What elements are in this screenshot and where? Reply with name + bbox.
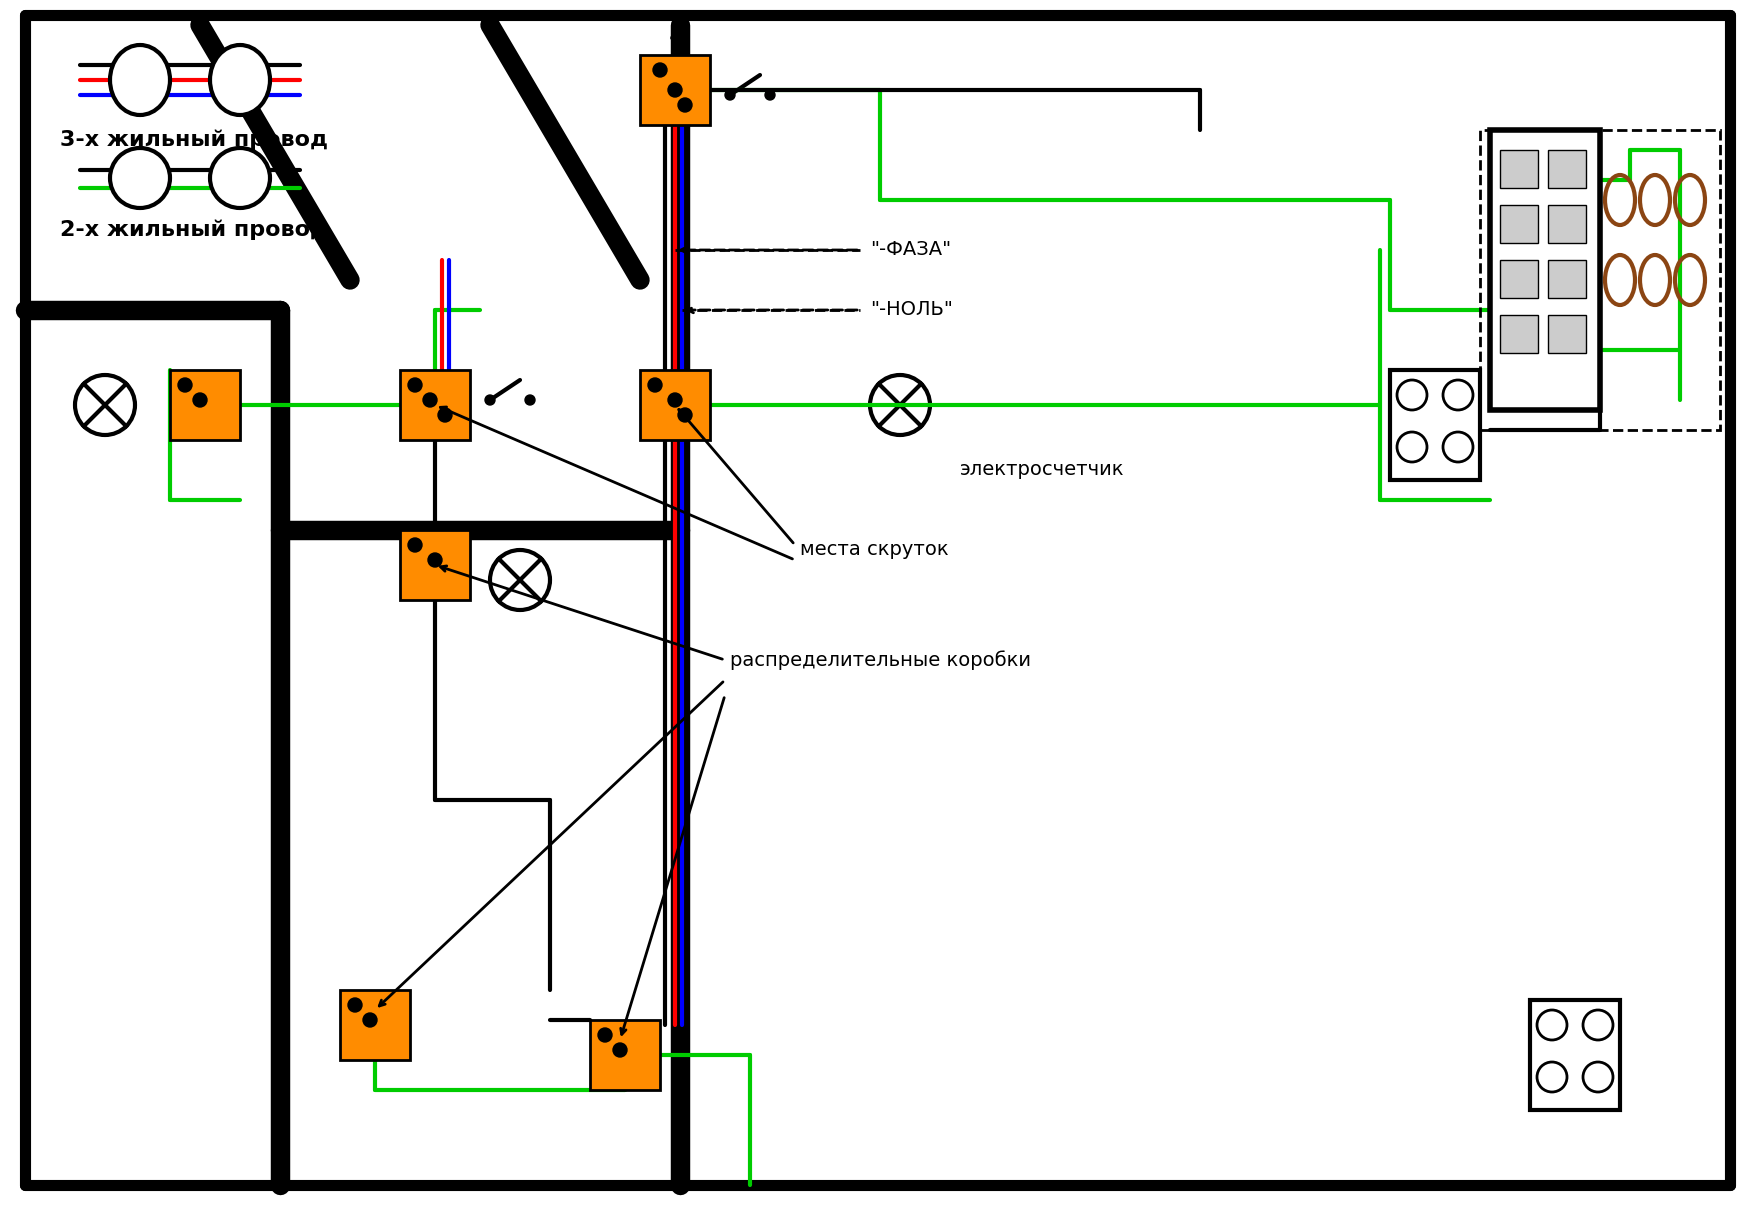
Ellipse shape <box>211 148 270 208</box>
Text: "-НОЛЬ": "-НОЛЬ" <box>869 300 953 319</box>
Circle shape <box>677 98 691 112</box>
Bar <box>1548 149 1585 188</box>
Bar <box>1529 1000 1620 1110</box>
Bar <box>639 370 709 440</box>
Bar <box>400 370 470 440</box>
Ellipse shape <box>1397 433 1427 462</box>
Ellipse shape <box>1581 1010 1613 1040</box>
Bar <box>1499 149 1537 188</box>
Ellipse shape <box>1397 380 1427 410</box>
Circle shape <box>484 395 495 405</box>
Bar <box>1499 260 1537 298</box>
Ellipse shape <box>869 375 930 435</box>
Circle shape <box>598 1028 612 1042</box>
Circle shape <box>667 393 681 407</box>
Text: места скруток: места скруток <box>800 541 948 559</box>
Circle shape <box>193 393 207 407</box>
Bar <box>1499 205 1537 243</box>
Ellipse shape <box>111 45 170 114</box>
Bar <box>1548 205 1585 243</box>
Bar <box>1490 130 1599 410</box>
Ellipse shape <box>1536 1062 1565 1092</box>
Bar <box>340 991 409 1060</box>
Circle shape <box>612 1044 627 1057</box>
Bar <box>1479 130 1718 430</box>
Bar <box>1499 315 1537 353</box>
Bar <box>170 370 240 440</box>
Circle shape <box>347 998 362 1012</box>
Circle shape <box>648 378 662 392</box>
Circle shape <box>428 553 442 568</box>
Circle shape <box>667 83 681 96</box>
Ellipse shape <box>75 375 135 435</box>
Circle shape <box>525 395 535 405</box>
Text: 3-х жильный провод: 3-х жильный провод <box>60 130 328 151</box>
Bar <box>400 530 470 600</box>
Circle shape <box>437 408 451 422</box>
Ellipse shape <box>1443 380 1472 410</box>
Bar <box>1390 370 1479 480</box>
Circle shape <box>423 393 437 407</box>
Circle shape <box>363 1013 377 1027</box>
Text: "-ФАЗА": "-ФАЗА" <box>869 241 951 259</box>
Bar <box>1548 260 1585 298</box>
Circle shape <box>407 378 421 392</box>
Ellipse shape <box>1581 1062 1613 1092</box>
Ellipse shape <box>211 45 270 114</box>
Circle shape <box>653 63 667 77</box>
Circle shape <box>765 90 774 100</box>
Bar <box>1548 315 1585 353</box>
Text: распределительные коробки: распределительные коробки <box>730 651 1030 670</box>
Circle shape <box>725 90 735 100</box>
Ellipse shape <box>490 549 549 610</box>
Circle shape <box>677 408 691 422</box>
Bar <box>590 1019 660 1091</box>
Circle shape <box>407 537 421 552</box>
Text: электросчетчик: электросчетчик <box>960 460 1123 480</box>
Circle shape <box>177 378 191 392</box>
Ellipse shape <box>1443 433 1472 462</box>
Ellipse shape <box>1536 1010 1565 1040</box>
Text: 2-х жильный провод: 2-х жильный провод <box>60 221 328 241</box>
Ellipse shape <box>111 148 170 208</box>
Bar <box>639 55 709 125</box>
